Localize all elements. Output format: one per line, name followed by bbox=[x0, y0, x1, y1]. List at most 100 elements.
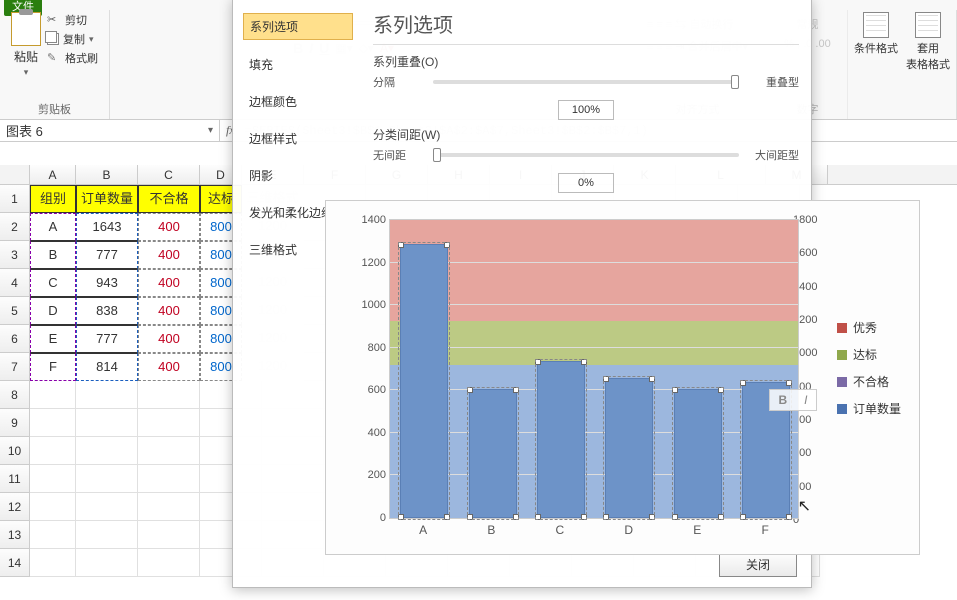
selection-handle[interactable] bbox=[467, 387, 473, 393]
col-header[interactable]: A bbox=[30, 165, 76, 184]
dialog-nav-item[interactable]: 阴影 bbox=[243, 163, 353, 188]
cut-button[interactable]: ✂剪切 bbox=[47, 12, 98, 28]
plot-area[interactable] bbox=[389, 219, 799, 519]
legend-item[interactable]: 达标 bbox=[837, 346, 907, 363]
legend-item[interactable]: 订单数量 bbox=[837, 400, 907, 417]
chart-object[interactable]: 1400120010008006004002000 18001600140012… bbox=[325, 200, 920, 555]
selection-handle[interactable] bbox=[398, 242, 404, 248]
selection-handle[interactable] bbox=[467, 514, 473, 520]
cell[interactable]: E bbox=[30, 325, 76, 353]
cell[interactable] bbox=[138, 465, 200, 493]
cell[interactable] bbox=[76, 521, 138, 549]
cell[interactable] bbox=[30, 521, 76, 549]
cell[interactable] bbox=[138, 409, 200, 437]
selection-handle[interactable] bbox=[444, 242, 450, 248]
selection-handle[interactable] bbox=[398, 514, 404, 520]
row-header[interactable]: 6 bbox=[0, 325, 30, 353]
row-header[interactable]: 5 bbox=[0, 297, 30, 325]
chart-legend[interactable]: 优秀达标不合格订单数量 bbox=[837, 319, 907, 417]
col-header[interactable]: B bbox=[76, 165, 138, 184]
overlap-value-input[interactable]: 100% bbox=[558, 100, 614, 120]
selection-handle[interactable] bbox=[672, 387, 678, 393]
close-button[interactable]: 关闭 bbox=[719, 553, 797, 577]
dialog-nav-item[interactable]: 系列选项 bbox=[243, 13, 353, 40]
cell[interactable]: C bbox=[30, 269, 76, 297]
selection-handle[interactable] bbox=[603, 514, 609, 520]
selection-handle[interactable] bbox=[740, 380, 746, 386]
row-header[interactable]: 12 bbox=[0, 493, 30, 521]
selection-handle[interactable] bbox=[672, 514, 678, 520]
slider-thumb[interactable] bbox=[731, 75, 739, 89]
cell[interactable]: 订单数量 bbox=[76, 185, 138, 213]
legend-item[interactable]: 不合格 bbox=[837, 373, 907, 390]
mini-toolbar[interactable]: BI bbox=[769, 389, 817, 411]
cell[interactable] bbox=[138, 549, 200, 577]
cell[interactable] bbox=[30, 493, 76, 521]
row-header[interactable]: 2 bbox=[0, 213, 30, 241]
paste-button[interactable]: 粘贴 ▾ bbox=[11, 12, 41, 78]
selection-handle[interactable] bbox=[444, 514, 450, 520]
cell[interactable]: 组别 bbox=[30, 185, 76, 213]
cell[interactable]: 400 bbox=[138, 325, 200, 353]
cell[interactable] bbox=[76, 381, 138, 409]
selection-handle[interactable] bbox=[718, 387, 724, 393]
bar-orders[interactable] bbox=[537, 361, 585, 518]
selection-handle[interactable] bbox=[718, 514, 724, 520]
bar-orders[interactable] bbox=[400, 244, 448, 518]
italic-icon[interactable]: I bbox=[804, 393, 807, 407]
cell[interactable]: 400 bbox=[138, 297, 200, 325]
row-header[interactable]: 8 bbox=[0, 381, 30, 409]
overlap-slider[interactable] bbox=[433, 80, 739, 84]
select-all-corner[interactable] bbox=[0, 165, 30, 184]
cell[interactable] bbox=[76, 409, 138, 437]
cell[interactable]: F bbox=[30, 353, 76, 381]
selection-handle[interactable] bbox=[649, 514, 655, 520]
selection-handle[interactable] bbox=[513, 514, 519, 520]
table-format-button[interactable]: 套用 表格格式 bbox=[906, 12, 950, 72]
bar-orders[interactable] bbox=[674, 389, 722, 519]
dialog-nav-item[interactable]: 边框样式 bbox=[243, 126, 353, 151]
name-box-dropdown-icon[interactable]: ▾ bbox=[208, 125, 213, 136]
row-header[interactable]: 10 bbox=[0, 437, 30, 465]
selection-handle[interactable] bbox=[786, 380, 792, 386]
selection-handle[interactable] bbox=[535, 359, 541, 365]
dialog-nav-item[interactable]: 边框颜色 bbox=[243, 89, 353, 114]
selection-handle[interactable] bbox=[581, 514, 587, 520]
conditional-format-button[interactable]: 条件格式 bbox=[854, 12, 898, 72]
cell[interactable]: 400 bbox=[138, 213, 200, 241]
paste-dropdown-icon[interactable]: ▾ bbox=[24, 67, 29, 78]
cell[interactable]: 1643 bbox=[76, 213, 138, 241]
format-painter-button[interactable]: ✎格式刷 bbox=[47, 50, 98, 66]
cell[interactable]: 400 bbox=[138, 353, 200, 381]
cell[interactable]: A bbox=[30, 213, 76, 241]
copy-button[interactable]: 复制▾ bbox=[47, 31, 98, 47]
gap-value-input[interactable]: 0% bbox=[558, 173, 614, 193]
dialog-nav-item[interactable]: 填充 bbox=[243, 52, 353, 77]
cell[interactable] bbox=[30, 465, 76, 493]
row-header[interactable]: 11 bbox=[0, 465, 30, 493]
legend-item[interactable]: 优秀 bbox=[837, 319, 907, 336]
row-header[interactable]: 1 bbox=[0, 185, 30, 213]
cell[interactable]: 814 bbox=[76, 353, 138, 381]
cell[interactable] bbox=[30, 437, 76, 465]
bar-orders[interactable] bbox=[605, 378, 653, 518]
slider-thumb[interactable] bbox=[433, 148, 441, 162]
cell[interactable] bbox=[30, 381, 76, 409]
selection-handle[interactable] bbox=[535, 514, 541, 520]
cell[interactable] bbox=[138, 437, 200, 465]
selection-handle[interactable] bbox=[581, 359, 587, 365]
selection-handle[interactable] bbox=[649, 376, 655, 382]
selection-handle[interactable] bbox=[603, 376, 609, 382]
cell[interactable] bbox=[138, 493, 200, 521]
row-header[interactable]: 3 bbox=[0, 241, 30, 269]
selection-handle[interactable] bbox=[513, 387, 519, 393]
cell[interactable] bbox=[76, 493, 138, 521]
cell[interactable] bbox=[30, 549, 76, 577]
cell[interactable]: 400 bbox=[138, 241, 200, 269]
cell[interactable]: 不合格 bbox=[138, 185, 200, 213]
cell[interactable] bbox=[138, 381, 200, 409]
row-header[interactable]: 9 bbox=[0, 409, 30, 437]
col-header[interactable]: C bbox=[138, 165, 200, 184]
cell[interactable] bbox=[76, 437, 138, 465]
bold-icon[interactable]: B bbox=[778, 393, 787, 407]
